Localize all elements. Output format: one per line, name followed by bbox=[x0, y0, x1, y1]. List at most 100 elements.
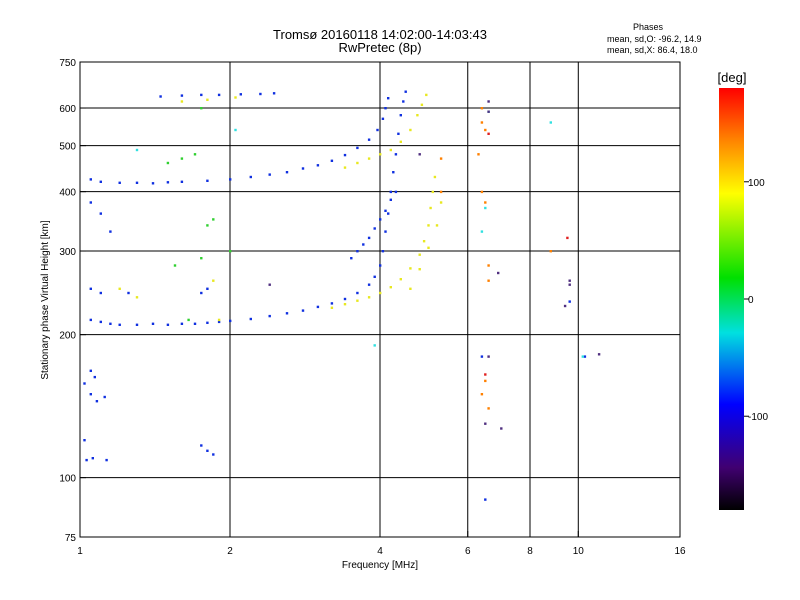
data-point bbox=[484, 379, 487, 383]
data-point bbox=[200, 107, 203, 110]
data-point bbox=[89, 178, 92, 181]
colorbar-ticks: 100 0 -100 bbox=[744, 178, 768, 423]
data-point bbox=[99, 212, 102, 215]
data-point bbox=[397, 132, 400, 135]
y-tick-label: 75 bbox=[65, 533, 77, 544]
y-tick-label: 750 bbox=[59, 58, 76, 69]
data-point bbox=[568, 283, 571, 286]
data-point bbox=[402, 100, 405, 103]
data-point bbox=[373, 344, 376, 347]
chart-title: Tromsø 20160118 14:02:00-14:03:43 bbox=[273, 27, 487, 42]
data-point bbox=[229, 250, 232, 253]
data-point bbox=[568, 300, 571, 303]
data-point bbox=[373, 227, 376, 230]
data-point bbox=[118, 287, 121, 290]
data-point bbox=[487, 355, 490, 358]
data-point bbox=[549, 250, 552, 253]
data-point bbox=[109, 230, 112, 233]
data-point bbox=[581, 355, 584, 358]
data-point bbox=[200, 291, 203, 295]
data-point bbox=[376, 128, 379, 132]
data-point bbox=[330, 302, 334, 305]
data-point bbox=[409, 128, 412, 132]
data-point bbox=[597, 353, 601, 356]
data-point bbox=[99, 291, 102, 295]
data-point bbox=[379, 264, 382, 267]
data-point bbox=[89, 369, 92, 372]
data-point bbox=[420, 103, 424, 106]
data-point bbox=[343, 297, 347, 301]
data-point bbox=[343, 303, 347, 306]
data-point bbox=[330, 159, 334, 162]
data-point bbox=[206, 449, 209, 452]
data-point bbox=[187, 318, 190, 322]
data-point bbox=[409, 287, 412, 290]
data-point bbox=[356, 146, 359, 150]
data-point bbox=[83, 382, 86, 385]
data-point bbox=[127, 291, 130, 295]
data-point bbox=[373, 275, 376, 278]
data-point bbox=[239, 93, 242, 96]
data-point bbox=[409, 267, 412, 270]
data-point bbox=[89, 287, 92, 290]
data-point bbox=[480, 121, 484, 124]
data-point bbox=[487, 100, 490, 103]
data-point bbox=[566, 236, 569, 240]
data-point bbox=[583, 355, 587, 358]
data-point bbox=[384, 230, 387, 233]
data-point bbox=[166, 161, 170, 165]
colorbar-tick-label: 0 bbox=[748, 295, 754, 306]
data-point bbox=[384, 209, 387, 212]
data-point bbox=[135, 148, 139, 152]
data-point bbox=[166, 181, 170, 184]
data-point bbox=[356, 299, 359, 302]
data-point bbox=[418, 253, 421, 256]
data-point bbox=[89, 393, 92, 396]
data-point bbox=[381, 117, 385, 120]
data-point bbox=[99, 180, 102, 183]
data-point bbox=[367, 296, 371, 299]
data-point bbox=[118, 181, 121, 184]
data-point bbox=[272, 92, 276, 95]
data-point bbox=[301, 309, 305, 312]
colorbar-tick-label: -100 bbox=[748, 412, 768, 423]
data-point bbox=[350, 257, 353, 260]
data-point bbox=[367, 283, 371, 286]
x-tick-label: 16 bbox=[674, 546, 686, 557]
data-point bbox=[229, 319, 232, 323]
data-point bbox=[180, 322, 184, 325]
data-point bbox=[429, 206, 432, 210]
data-point bbox=[487, 407, 490, 410]
data-point bbox=[89, 318, 92, 322]
data-point bbox=[480, 393, 484, 396]
data-point bbox=[394, 153, 398, 156]
data-point bbox=[173, 264, 177, 267]
data-point bbox=[387, 97, 390, 100]
data-point bbox=[118, 323, 121, 326]
data-point bbox=[381, 250, 385, 253]
data-point bbox=[343, 153, 347, 157]
data-point bbox=[497, 271, 500, 275]
data-point bbox=[99, 320, 102, 324]
data-point bbox=[549, 121, 552, 124]
data-point bbox=[301, 167, 305, 170]
data-point bbox=[356, 291, 359, 295]
data-point bbox=[384, 107, 387, 110]
x-tick-label: 6 bbox=[465, 546, 471, 557]
data-point bbox=[418, 268, 421, 271]
y-tick-label: 400 bbox=[59, 188, 76, 199]
data-point bbox=[206, 321, 209, 324]
data-point bbox=[399, 278, 402, 281]
y-axis-ticks: 75 100 200 300 400 500 600 750 bbox=[59, 58, 86, 544]
data-point bbox=[180, 180, 184, 183]
data-point bbox=[234, 96, 237, 99]
data-point bbox=[200, 93, 203, 97]
data-point bbox=[217, 320, 221, 324]
data-point bbox=[180, 100, 184, 103]
data-point bbox=[568, 279, 571, 282]
data-point bbox=[422, 240, 426, 243]
data-point bbox=[480, 107, 484, 110]
colorbar-label: [deg] bbox=[718, 70, 747, 85]
data-point bbox=[477, 153, 480, 156]
phases-heading: Phases bbox=[633, 22, 664, 32]
